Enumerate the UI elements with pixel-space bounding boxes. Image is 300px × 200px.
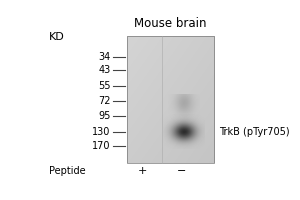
Text: Peptide: Peptide — [49, 166, 86, 176]
Text: 72: 72 — [98, 96, 111, 106]
Text: −: − — [176, 166, 186, 176]
Text: 170: 170 — [92, 141, 111, 151]
Text: 130: 130 — [92, 127, 111, 137]
Bar — [127, 36, 214, 163]
Text: TrkB (pTyr705): TrkB (pTyr705) — [219, 127, 290, 137]
Text: 43: 43 — [98, 65, 111, 75]
Text: 55: 55 — [98, 81, 111, 91]
Text: +: + — [138, 166, 147, 176]
Text: 95: 95 — [98, 111, 111, 121]
Text: KD: KD — [49, 32, 65, 42]
Text: 34: 34 — [98, 52, 111, 62]
Text: Mouse brain: Mouse brain — [134, 17, 207, 30]
